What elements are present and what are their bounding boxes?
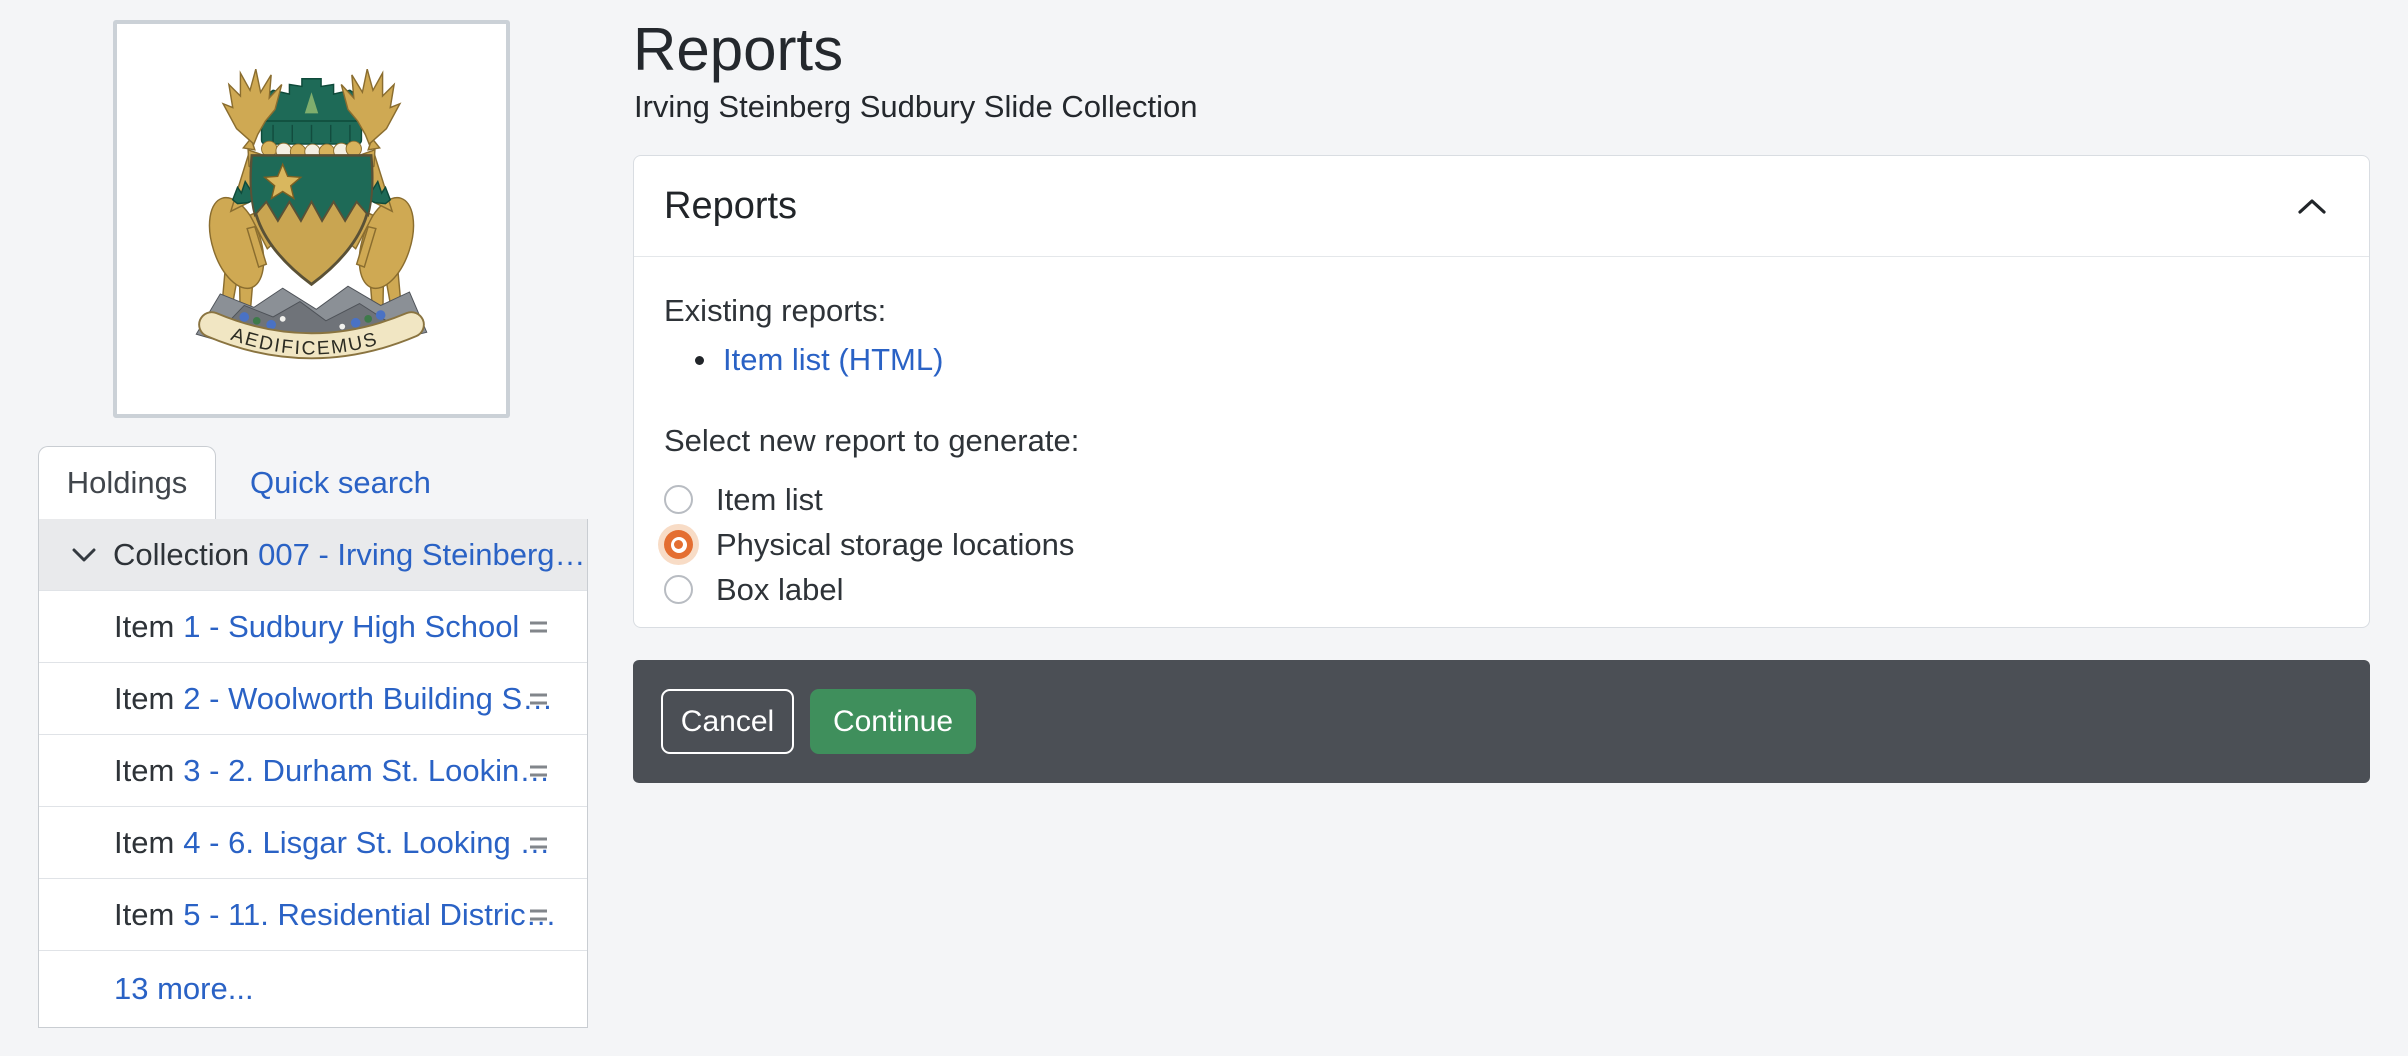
tree-row-collection[interactable]: Collection 007 - Irving Steinberg… (39, 519, 587, 591)
item-link[interactable]: 2 - Woolworth Building S… (183, 680, 554, 716)
chevron-up-icon (2298, 198, 2326, 214)
tree-row-item[interactable]: Item 2 - Woolworth Building S… (39, 663, 587, 735)
drag-handle-icon[interactable] (530, 837, 547, 848)
page-subtitle: Irving Steinberg Sudbury Slide Collectio… (634, 89, 1198, 124)
crest-shield (249, 154, 374, 287)
item-type-label: Item (114, 824, 175, 860)
coat-of-arms-image: AEDIFICEMUS (195, 68, 428, 359)
crest-crown (260, 78, 363, 145)
drag-handle-icon[interactable] (530, 621, 547, 632)
tab-quick-search-label: Quick search (250, 464, 431, 500)
action-bar: Cancel Continue (633, 660, 2370, 783)
tree-row-item[interactable]: Item 4 - 6. Lisgar St. Looking … (39, 807, 587, 879)
radio-option-label: Physical storage locations (716, 526, 1075, 562)
reports-panel-title: Reports (664, 184, 798, 227)
radio-option-label: Box label (716, 571, 844, 607)
radio-option-box-label[interactable]: Box label (664, 567, 2339, 612)
tree-row-item[interactable]: Item 3 - 2. Durham St. Lookin… (39, 735, 587, 807)
chevron-down-icon[interactable] (72, 548, 96, 562)
more-items-link[interactable]: 13 more... (114, 971, 254, 1006)
reports-panel: Reports Existing reports: Item list (HTM… (633, 155, 2370, 628)
select-report-label: Select new report to generate: (664, 423, 1080, 458)
tree-row-more[interactable]: 13 more... (39, 951, 587, 1027)
item-link[interactable]: 5 - 11. Residential Distric… (183, 896, 557, 932)
institution-logo[interactable]: AEDIFICEMUS (113, 20, 510, 418)
drag-handle-icon[interactable] (530, 765, 547, 776)
holdings-treeview: Collection 007 - Irving Steinberg… Item … (38, 519, 588, 1028)
tab-holdings-label: Holdings (66, 465, 188, 500)
page-title: Reports (633, 16, 844, 83)
tree-row-item[interactable]: Item 5 - 11. Residential Distric… (39, 879, 587, 951)
radio-button[interactable] (664, 575, 693, 604)
sidebar-tabs: Holdings Quick search (38, 446, 465, 519)
drag-handle-icon[interactable] (530, 909, 547, 920)
collapse-panel-button[interactable] (2291, 192, 2333, 221)
item-link[interactable]: 1 - Sudbury High School (183, 608, 520, 644)
item-type-label: Item (114, 896, 175, 932)
existing-report-item: Item list (HTML) (664, 337, 2339, 383)
existing-reports-label: Existing reports: (664, 293, 887, 328)
item-link[interactable]: 4 - 6. Lisgar St. Looking … (183, 824, 551, 860)
cancel-button[interactable]: Cancel (661, 689, 794, 754)
radio-option-label: Item list (716, 481, 823, 517)
item-type-label: Item (114, 752, 175, 788)
collection-type-label: Collection (113, 536, 250, 572)
item-type-label: Item (114, 608, 175, 644)
reports-panel-body: Existing reports: Item list (HTML) Selec… (634, 257, 2369, 612)
reports-panel-header: Reports (634, 156, 2369, 257)
radio-button[interactable] (664, 485, 693, 514)
item-list-html-link[interactable]: Item list (HTML) (723, 342, 944, 377)
continue-button[interactable]: Continue (810, 689, 976, 754)
collection-link[interactable]: 007 - Irving Steinberg… (258, 536, 586, 572)
radio-option-physical-storage-locations[interactable]: Physical storage locations (664, 522, 2339, 567)
item-type-label: Item (114, 680, 175, 716)
tree-row-item[interactable]: Item 1 - Sudbury High School (39, 591, 587, 663)
report-type-radio-group: Item list Physical storage locations Box… (664, 477, 2339, 612)
tab-quick-search[interactable]: Quick search (216, 446, 465, 519)
radio-option-item-list[interactable]: Item list (664, 477, 2339, 522)
item-link[interactable]: 3 - 2. Durham St. Lookin… (183, 752, 551, 788)
drag-handle-icon[interactable] (530, 693, 547, 704)
existing-reports-list: Item list (HTML) (664, 337, 2339, 383)
radio-button[interactable] (664, 530, 693, 559)
tab-holdings[interactable]: Holdings (38, 446, 216, 519)
